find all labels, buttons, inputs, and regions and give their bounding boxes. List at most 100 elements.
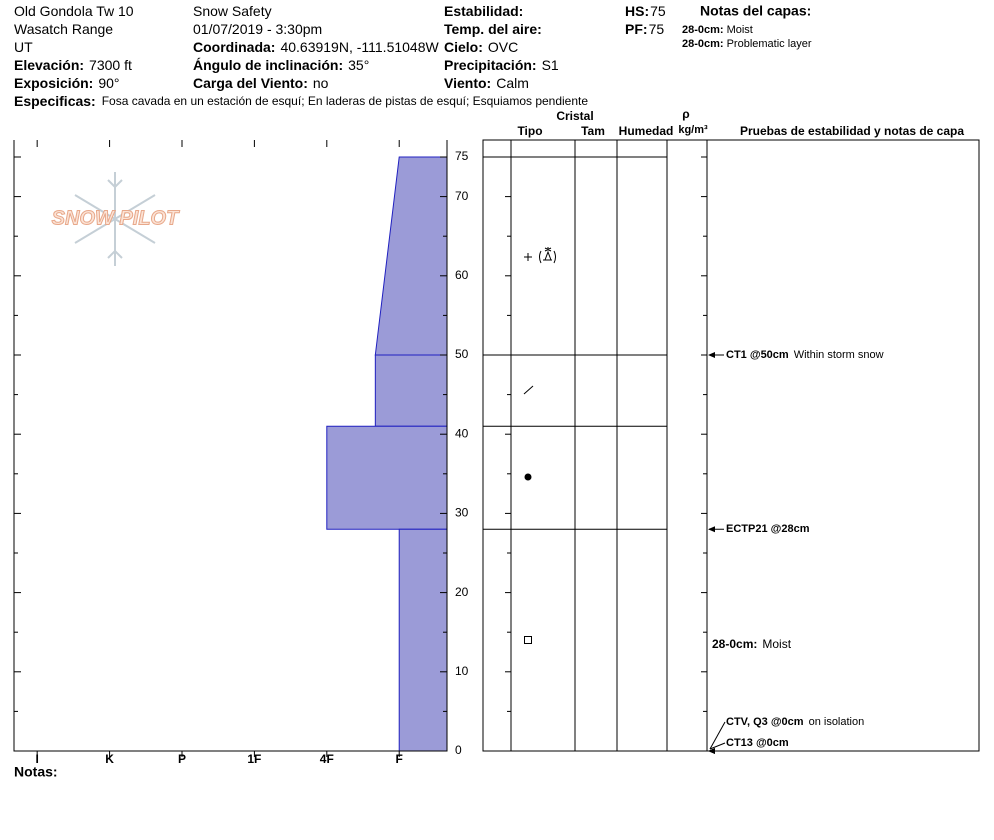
notes-label: Notas: <box>14 764 58 780</box>
header-field-label: Exposición: <box>14 75 93 91</box>
hardness-layer <box>374 354 448 427</box>
hardness-tick-label: K <box>105 752 114 766</box>
table-header: Tipo <box>517 124 542 138</box>
header-field-value: Old Gondola Tw 10 <box>14 3 134 19</box>
test-result-label: CT1 @50cm <box>726 349 789 361</box>
hardness-layer <box>398 528 448 752</box>
header-field: 01/07/2019 - 3:30pm <box>193 21 322 37</box>
test-result-label: CTV, Q3 @0cm <box>726 716 804 728</box>
test-result-label: ECTP21 @28cm <box>726 523 810 535</box>
layer-note-label: 28-0cm: <box>682 24 724 36</box>
hardness-tick-label: I <box>35 752 38 766</box>
test-arrowhead <box>708 748 715 754</box>
hardness-layer <box>326 425 448 530</box>
header-field-label: HS: <box>625 3 649 19</box>
grain-symbols <box>523 247 556 644</box>
header-field-value: 7300 ft <box>89 57 132 73</box>
test-arrowhead <box>708 352 715 358</box>
header-field-label: Temp. del aire: <box>444 21 542 37</box>
test-arrow <box>709 721 726 750</box>
grain-faceted <box>524 636 532 644</box>
header-field-label: Cielo: <box>444 39 483 55</box>
table-note-label: 28-0cm: <box>712 637 757 651</box>
header-field: Temp. del aire: <box>444 21 542 37</box>
grain-decomposed <box>523 385 534 395</box>
table-header: Humedad <box>619 124 674 138</box>
header-field: Exposición: 90° <box>14 75 120 91</box>
hardness-tick-label: P <box>178 752 186 766</box>
depth-tick-label: 40 <box>455 426 469 440</box>
table-header: ρ <box>682 107 689 121</box>
header-field: Viento: Calm <box>444 75 529 91</box>
header-field-value: Snow Safety <box>193 3 272 19</box>
header-field-value: UT <box>14 39 33 55</box>
header-field-value: 75 <box>650 3 666 19</box>
profile-frame <box>13 140 448 752</box>
depth-tick-label: 60 <box>455 268 469 282</box>
hardness-tick-label: 1F <box>247 752 261 766</box>
table-header: Tam <box>581 124 605 138</box>
logo-flake <box>74 172 156 266</box>
grain-graupel <box>539 247 556 264</box>
specifics-label: Especificas: <box>14 93 96 109</box>
test-result-value: on isolation <box>809 716 865 728</box>
header-field-value: OVC <box>488 39 518 55</box>
table-header: Pruebas de estabilidad y notas de capa <box>740 124 964 138</box>
header-field-label: Viento: <box>444 75 491 91</box>
header-field-value: no <box>313 75 329 91</box>
hardness-tick-label: 4F <box>320 752 334 766</box>
depth-tick-label: 10 <box>455 664 469 678</box>
layer-note-value: Moist <box>727 24 753 36</box>
header-field: Old Gondola Tw 10 <box>14 3 134 19</box>
hardness-tick-label: F <box>396 752 403 766</box>
test-result: ECTP21 @28cm <box>726 523 810 535</box>
header-field-label: PF: <box>625 21 648 37</box>
test-arrowhead <box>708 526 715 533</box>
header-field: Coordinada: 40.63919N, -111.51048W <box>193 39 439 55</box>
header-field-label: Ángulo de inclinación: <box>193 57 343 73</box>
header-field: Precipitación: S1 <box>444 57 559 73</box>
header-field-value: S1 <box>542 57 559 73</box>
hardness-layer <box>374 156 448 356</box>
depth-tick-label: 20 <box>455 585 469 599</box>
header-field: Wasatch Range <box>14 21 113 37</box>
table-note-value: Moist <box>762 637 791 651</box>
header-field: UT <box>14 39 33 55</box>
specifics: Especificas: Fosa cavada en un estación d… <box>14 93 588 109</box>
header-field-value: 35° <box>348 57 369 73</box>
logo-text: SNOW PILOT <box>52 207 180 229</box>
header-field: HS:75 <box>625 3 666 19</box>
depth-tick-label: 30 <box>455 506 469 520</box>
depth-tick-label: 50 <box>455 347 469 361</box>
test-result: CT1 @50cm Within storm snow <box>726 349 884 361</box>
test-result: CTV, Q3 @0cm on isolation <box>726 716 864 728</box>
header-field: PF:75 <box>625 21 664 37</box>
header-field: Carga del Viento: no <box>193 75 329 91</box>
grain-precip <box>524 253 532 261</box>
test-result-label: CT13 @0cm <box>726 737 789 749</box>
header-field-label: Estabilidad: <box>444 3 523 19</box>
depth-tick-label: 70 <box>455 189 469 203</box>
layer-note: 28-0cm: Problematic layer <box>682 38 812 50</box>
header-field-value: 40.63919N, -111.51048W <box>280 39 439 55</box>
header-field: Cielo: OVC <box>444 39 518 55</box>
layer-note-value: Problematic layer <box>727 38 812 50</box>
header-field: Elevación: 7300 ft <box>14 57 132 73</box>
layer-note-label: 28-0cm: <box>682 38 724 50</box>
test-arrow <box>709 742 726 750</box>
header-field-value: Calm <box>496 75 529 91</box>
depth-tick-label: 75 <box>455 149 469 163</box>
header-field-value: 75 <box>649 21 665 37</box>
table-header: Cristal <box>556 109 593 123</box>
header-field-value: 01/07/2019 - 3:30pm <box>193 21 322 37</box>
header-field-label: Elevación: <box>14 57 84 73</box>
header-field-label: Carga del Viento: <box>193 75 308 91</box>
header-field-value: Wasatch Range <box>14 21 113 37</box>
layer-notes-title: Notas del capas: <box>700 3 811 19</box>
table-frame <box>482 139 980 752</box>
specifics-value: Fosa cavada en un estación de esquí; En … <box>102 94 589 108</box>
depth-tick-label: 0 <box>455 743 462 757</box>
grain-rounded <box>524 473 532 481</box>
header-field-value: 90° <box>98 75 119 91</box>
